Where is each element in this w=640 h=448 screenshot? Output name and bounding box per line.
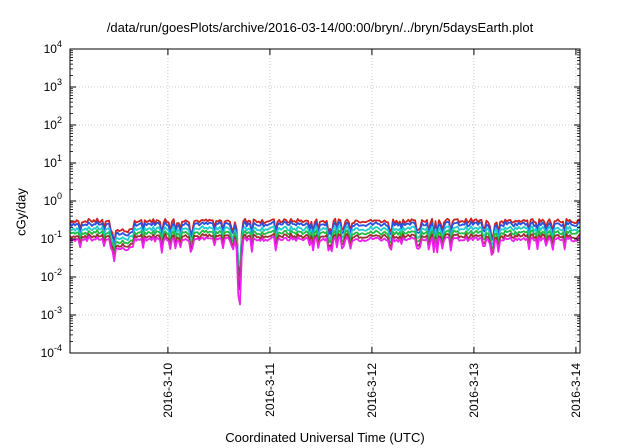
series-line-6 [69,235,581,306]
y-axis-label: cGy/day [13,188,29,236]
grid-lines [70,49,580,353]
y-tick-label: 10-2 [41,267,62,284]
y-tick-label: 102 [44,115,62,132]
y-tick-label: 10-4 [41,343,62,360]
y-tick-label: 101 [44,153,62,170]
y-tick-label: 100 [44,191,62,208]
chart-title: /data/run/goesPlots/archive/2016-03-14/0… [106,20,534,35]
x-tick-label: 2016-3-14 [569,363,583,418]
series-line-1 [69,217,581,272]
x-tick-label: 2016-3-13 [467,363,481,418]
x-axis-label: Coordinated Universal Time (UTC) [225,430,425,445]
series-line-3 [69,225,581,268]
x-tick-label: 2016-3-11 [263,363,277,417]
x-axis-ticks: 2016-3-10 2016-3-11 2016-3-12 2016-3-13 2016… [161,49,583,418]
x-tick-label: 2016-3-10 [161,363,175,418]
series-line-2 [69,220,581,278]
x-tick-label: 2016-3-12 [365,363,379,418]
y-tick-label: 104 [44,39,62,56]
series-line-5 [69,232,581,291]
series-line-4 [69,229,581,286]
y-tick-label: 10-1 [41,229,62,246]
data-series [69,217,581,306]
y-tick-label: 103 [44,77,62,94]
y-tick-label: 10-3 [41,305,62,322]
